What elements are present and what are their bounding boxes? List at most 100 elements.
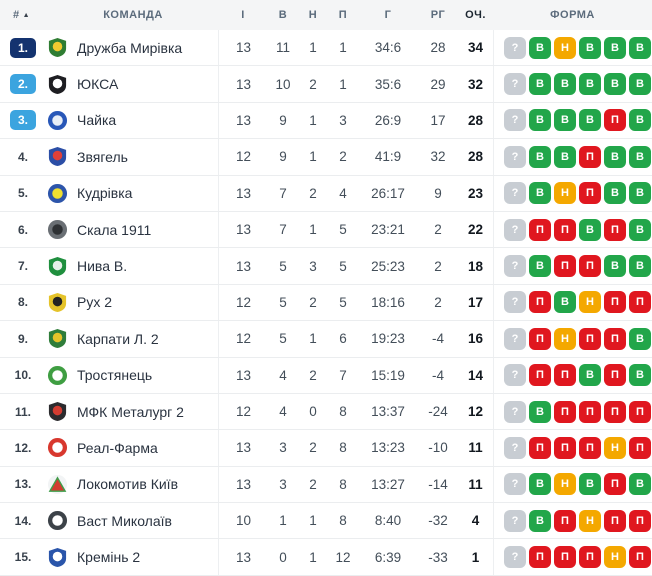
form-badge-unknown[interactable]: ? — [504, 400, 526, 423]
table-row[interactable]: 15. Кремінь 2 13 0 1 12 6:39 -33 1? П П П Н П — [0, 539, 652, 576]
form-badge-loss[interactable]: П — [554, 546, 576, 569]
form-badge-win[interactable]: В — [629, 109, 651, 132]
form-badge-win[interactable]: В — [529, 509, 551, 532]
form-badge-loss[interactable]: П — [604, 473, 626, 496]
column-header-wins[interactable]: В — [278, 9, 288, 21]
form-badge-win[interactable]: В — [604, 145, 626, 168]
form-badge-win[interactable]: В — [554, 145, 576, 168]
form-badge-loss[interactable]: П — [579, 546, 601, 569]
form-badge-draw[interactable]: Н — [579, 291, 601, 314]
form-badge-loss[interactable]: П — [629, 291, 651, 314]
form-badge-loss[interactable]: П — [604, 109, 626, 132]
table-row[interactable]: 4. Звягель 12 9 1 2 41:9 32 28? В В П В В — [0, 139, 652, 176]
team-name[interactable]: Локомотив Київ — [77, 476, 179, 493]
form-badge-draw[interactable]: Н — [604, 546, 626, 569]
form-badge-win[interactable]: В — [579, 218, 601, 241]
form-badge-loss[interactable]: П — [629, 436, 651, 459]
table-row[interactable]: 10. Тростянець 13 4 2 7 15:19 -4 14? П П В П В — [0, 357, 652, 394]
table-row[interactable]: 12. Реал-Фарма 13 3 2 8 13:23 -10 11? П П П Н П — [0, 430, 652, 467]
form-badge-win[interactable]: В — [554, 73, 576, 96]
form-badge-loss[interactable]: П — [604, 509, 626, 532]
form-badge-loss[interactable]: П — [579, 327, 601, 350]
table-row[interactable]: 13. Локомотив Київ 13 3 2 8 13:27 -14 11? В Н В П В — [0, 466, 652, 504]
form-badge-win[interactable]: В — [579, 36, 601, 59]
team-name[interactable]: Карпати Л. 2 — [77, 330, 159, 347]
table-row[interactable]: 8. Рух 2 12 5 2 5 18:16 2 17? П В Н П П — [0, 284, 652, 322]
form-badge-unknown[interactable]: ? — [504, 182, 526, 205]
form-badge-win[interactable]: В — [629, 255, 651, 278]
form-badge-loss[interactable]: П — [529, 546, 551, 569]
team-name[interactable]: Реал-Фарма — [77, 439, 158, 456]
form-badge-unknown[interactable]: ? — [504, 473, 526, 496]
form-badge-loss[interactable]: П — [579, 145, 601, 168]
form-badge-win[interactable]: В — [529, 109, 551, 132]
form-badge-win[interactable]: В — [579, 473, 601, 496]
form-badge-win[interactable]: В — [529, 473, 551, 496]
form-badge-win[interactable]: В — [529, 36, 551, 59]
team-name[interactable]: Чайка — [77, 112, 117, 129]
table-row[interactable]: 2. ЮКСА 13 10 2 1 35:6 29 32? В В В В В — [0, 66, 652, 103]
form-badge-win[interactable]: В — [629, 364, 651, 387]
form-badge-unknown[interactable]: ? — [504, 36, 526, 59]
form-badge-win[interactable]: В — [604, 255, 626, 278]
form-badge-loss[interactable]: П — [554, 509, 576, 532]
form-badge-win[interactable]: В — [529, 400, 551, 423]
form-badge-win[interactable]: В — [629, 36, 651, 59]
form-badge-unknown[interactable]: ? — [504, 364, 526, 387]
form-badge-draw[interactable]: Н — [579, 509, 601, 532]
table-row[interactable]: 7. Нива В. 13 5 3 5 25:23 2 18? В П П В В — [0, 248, 652, 285]
team-name[interactable]: Звягель — [77, 148, 128, 165]
form-badge-win[interactable]: В — [579, 364, 601, 387]
team-name[interactable]: Дружба Мирівка — [77, 39, 183, 56]
form-badge-unknown[interactable]: ? — [504, 109, 526, 132]
form-badge-loss[interactable]: П — [529, 291, 551, 314]
team-name[interactable]: Кремінь 2 — [77, 549, 141, 566]
form-badge-win[interactable]: В — [604, 182, 626, 205]
form-badge-win[interactable]: В — [629, 218, 651, 241]
form-badge-win[interactable]: В — [529, 182, 551, 205]
table-row[interactable]: 1. Дружба Мирівка 13 11 1 1 34:6 28 34? В Н В В В — [0, 30, 652, 67]
form-badge-loss[interactable]: П — [554, 364, 576, 387]
form-badge-loss[interactable]: П — [604, 291, 626, 314]
form-badge-win[interactable]: В — [629, 182, 651, 205]
form-badge-win[interactable]: В — [604, 73, 626, 96]
form-badge-unknown[interactable]: ? — [504, 291, 526, 314]
table-row[interactable]: 11. МФК Металург 2 12 4 0 8 13:37 -24 12? В П П П П — [0, 393, 652, 431]
form-badge-loss[interactable]: П — [554, 400, 576, 423]
form-badge-loss[interactable]: П — [604, 400, 626, 423]
table-row[interactable]: 9. Карпати Л. 2 12 5 1 6 19:23 -4 16? П Н П П В — [0, 321, 652, 358]
form-badge-loss[interactable]: П — [554, 255, 576, 278]
form-badge-draw[interactable]: Н — [554, 327, 576, 350]
form-badge-loss[interactable]: П — [579, 182, 601, 205]
form-badge-draw[interactable]: Н — [554, 473, 576, 496]
form-badge-loss[interactable]: П — [579, 400, 601, 423]
form-badge-win[interactable]: В — [529, 255, 551, 278]
column-header-draws[interactable]: Н — [308, 9, 318, 21]
team-name[interactable]: Скала 1911 — [77, 221, 152, 238]
form-badge-unknown[interactable]: ? — [504, 73, 526, 96]
form-badge-unknown[interactable]: ? — [504, 145, 526, 168]
table-row[interactable]: 3. Чайка 13 9 1 3 26:9 17 28? В В В П В — [0, 102, 652, 140]
form-badge-unknown[interactable]: ? — [504, 436, 526, 459]
form-badge-loss[interactable]: П — [554, 218, 576, 241]
team-name[interactable]: Тростянець — [77, 367, 153, 384]
form-badge-loss[interactable]: П — [529, 218, 551, 241]
team-name[interactable]: МФК Металург 2 — [77, 403, 184, 420]
form-badge-loss[interactable]: П — [579, 436, 601, 459]
form-badge-loss[interactable]: П — [629, 509, 651, 532]
form-badge-win[interactable]: В — [604, 36, 626, 59]
form-badge-unknown[interactable]: ? — [504, 327, 526, 350]
form-badge-win[interactable]: В — [554, 109, 576, 132]
table-row[interactable]: 6. Скала 1911 13 7 1 5 23:21 2 22? П П В П В — [0, 211, 652, 249]
team-name[interactable]: Нива В. — [77, 258, 128, 275]
column-header-goals[interactable]: Г — [384, 9, 392, 21]
form-badge-loss[interactable]: П — [529, 327, 551, 350]
form-badge-draw[interactable]: Н — [554, 36, 576, 59]
form-badge-loss[interactable]: П — [604, 218, 626, 241]
form-badge-unknown[interactable]: ? — [504, 255, 526, 278]
form-badge-loss[interactable]: П — [529, 436, 551, 459]
team-name[interactable]: Васт Миколаїв — [77, 512, 172, 529]
form-badge-win[interactable]: В — [579, 109, 601, 132]
form-badge-win[interactable]: В — [629, 73, 651, 96]
form-badge-win[interactable]: В — [579, 73, 601, 96]
